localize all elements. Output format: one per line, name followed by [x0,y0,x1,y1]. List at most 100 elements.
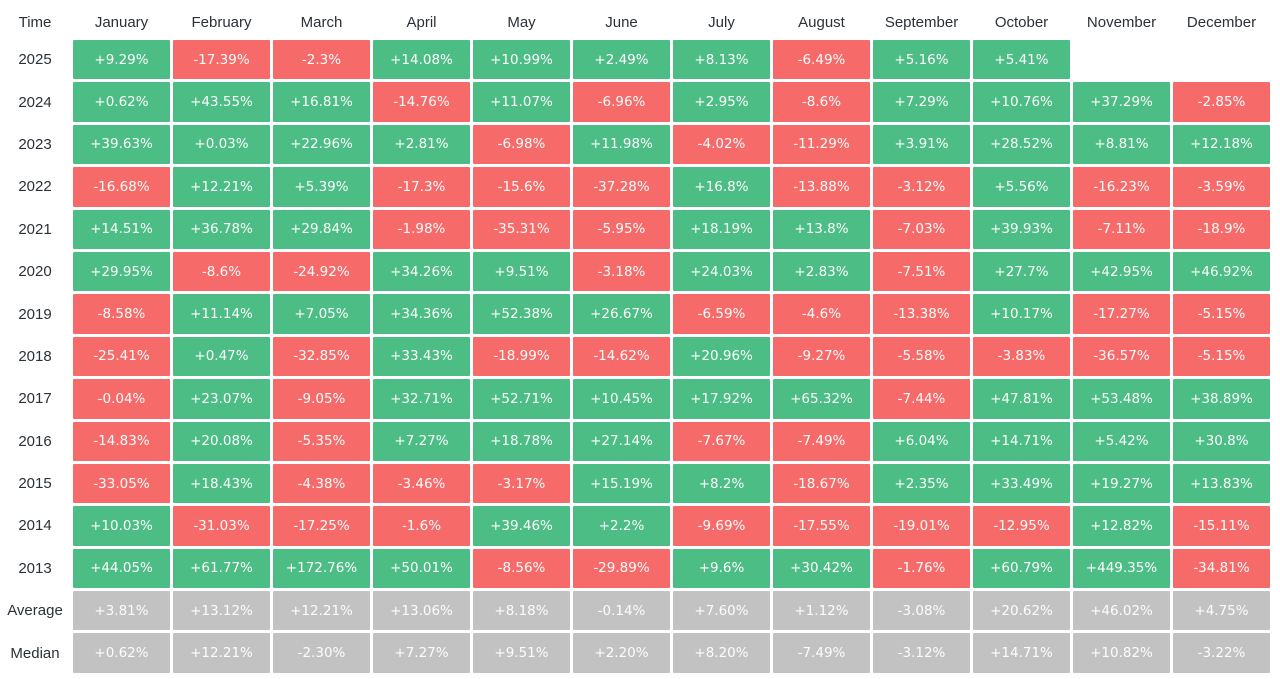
value-cell: +50.01% [373,548,470,589]
value-cell: -2.85% [1173,82,1270,122]
value-cell: -7.03% [873,209,970,249]
value-cell: -3.59% [1173,167,1270,207]
value-cell: +12.21% [273,591,370,631]
value-cell: -7.49% [773,421,870,461]
value-cell: -5.15% [1173,294,1270,334]
value-cell: -17.39% [173,40,270,80]
value-cell: +9.6% [673,548,770,589]
row-label-2018: 2018 [0,336,70,377]
value-cell: +60.79% [973,548,1070,589]
value-cell: -1.98% [373,209,470,249]
value-cell: +34.36% [373,294,470,334]
value-cell: -17.55% [773,506,870,546]
empty-cell [1073,40,1170,79]
value-cell: -8.6% [773,82,870,122]
value-cell: +20.08% [173,421,270,461]
value-cell: -5.15% [1173,336,1270,377]
value-cell: -3.46% [373,463,470,504]
value-cell: +0.62% [73,633,170,673]
value-cell: +13.06% [373,591,470,631]
row-label-2013: 2013 [0,548,70,589]
value-cell: +7.27% [373,633,470,673]
value-cell: +29.95% [73,251,170,292]
value-cell: -16.23% [1073,167,1170,207]
value-cell: +11.14% [173,294,270,334]
value-cell: +10.99% [473,40,570,80]
value-cell: +18.19% [673,209,770,249]
value-cell: -31.03% [173,506,270,546]
column-header-september: September [884,13,959,31]
value-cell: +5.42% [1073,421,1170,461]
value-cell: +20.96% [673,336,770,377]
value-cell: -6.49% [773,40,870,80]
row-label-2025: 2025 [0,40,70,80]
value-cell: +0.03% [173,124,270,165]
value-cell: -3.18% [573,251,670,292]
value-cell: +30.42% [773,548,870,589]
value-cell: -4.02% [673,124,770,165]
time-column-header: Time [18,13,52,31]
value-cell: -8.58% [73,294,170,334]
value-cell: -5.95% [573,209,670,249]
value-cell: +5.39% [273,167,370,207]
row-label-2014: 2014 [0,506,70,546]
value-cell: -9.69% [673,506,770,546]
value-cell: +47.81% [973,379,1070,419]
value-cell: +27.14% [573,421,670,461]
value-cell: +46.02% [1073,591,1170,631]
value-cell: +27.7% [973,251,1070,292]
value-cell: +44.05% [73,548,170,589]
value-cell: +9.51% [473,251,570,292]
value-cell: -7.49% [773,633,870,673]
value-cell: -3.08% [873,591,970,631]
value-cell: +2.35% [873,463,970,504]
value-cell: +39.93% [973,209,1070,249]
column-header-june: June [605,13,638,31]
value-cell: +5.16% [873,40,970,80]
empty-cell [1173,40,1270,79]
value-cell: +12.21% [173,167,270,207]
value-cell: -12.95% [973,506,1070,546]
value-cell: +10.82% [1073,633,1170,673]
value-cell: +4.75% [1173,591,1270,631]
value-cell: -3.22% [1173,633,1270,673]
value-cell: +3.91% [873,124,970,165]
value-cell: +9.51% [473,633,570,673]
value-cell: -18.67% [773,463,870,504]
value-cell: +8.2% [673,463,770,504]
value-cell: -24.92% [273,251,370,292]
value-cell: +34.26% [373,251,470,292]
value-cell: +12.18% [1173,124,1270,165]
value-cell: +65.32% [773,379,870,419]
value-cell: +15.19% [573,463,670,504]
value-cell: +39.46% [473,506,570,546]
value-cell: +14.71% [973,421,1070,461]
row-label-2024: 2024 [0,82,70,122]
value-cell: -13.38% [873,294,970,334]
value-cell: +8.18% [473,591,570,631]
value-cell: +0.47% [173,336,270,377]
value-cell: +172.76% [273,548,370,589]
value-cell: +14.51% [73,209,170,249]
column-header-january: January [94,13,149,31]
value-cell: +11.07% [473,82,570,122]
column-header-april: April [406,13,437,31]
value-cell: +18.78% [473,421,570,461]
value-cell: +37.29% [1073,82,1170,122]
value-cell: +11.98% [573,124,670,165]
value-cell: +8.81% [1073,124,1170,165]
value-cell: +28.52% [973,124,1070,165]
row-label-average: Average [0,591,70,631]
value-cell: +5.56% [973,167,1070,207]
header-row: Time January February March April May June Jul… [0,4,1270,40]
value-cell: -15.6% [473,167,570,207]
value-cell: -37.28% [573,167,670,207]
value-cell: -13.88% [773,167,870,207]
value-cell: -11.29% [773,124,870,165]
value-cell: -14.83% [73,421,170,461]
value-cell: +5.41% [973,40,1070,80]
value-cell: +7.05% [273,294,370,334]
row-label-2015: 2015 [0,463,70,504]
value-cell: +13.8% [773,209,870,249]
